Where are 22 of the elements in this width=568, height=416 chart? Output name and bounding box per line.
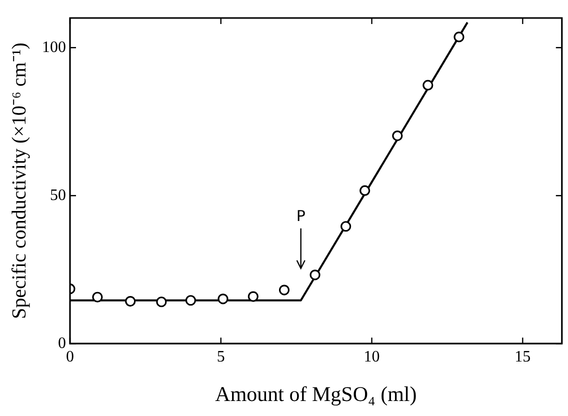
- point: [92, 292, 103, 302]
- point: [125, 296, 136, 307]
- point: [156, 296, 167, 308]
- x-tick-label: 5: [216, 348, 225, 366]
- point: [278, 284, 290, 296]
- y-tick-label: 100: [42, 38, 66, 56]
- y-tick-label: 50: [50, 186, 66, 204]
- point: [422, 80, 434, 90]
- x-axis-title: Amount of MgSO₄ (ml): [215, 382, 417, 406]
- point: [185, 295, 196, 306]
- point: [360, 185, 370, 196]
- point: [454, 32, 464, 42]
- x-tick-label: 10: [364, 348, 380, 366]
- x-tick-label: 15: [514, 348, 531, 366]
- point: [218, 294, 228, 304]
- point: [392, 130, 403, 142]
- annotation: P: [296, 206, 306, 225]
- y-tick-label: 0: [58, 334, 66, 352]
- y-axis-title: Specific conductivity (×10⁻⁶ cm⁻¹): [8, 42, 30, 320]
- point: [248, 291, 258, 302]
- point: [340, 221, 352, 232]
- point: [310, 270, 320, 280]
